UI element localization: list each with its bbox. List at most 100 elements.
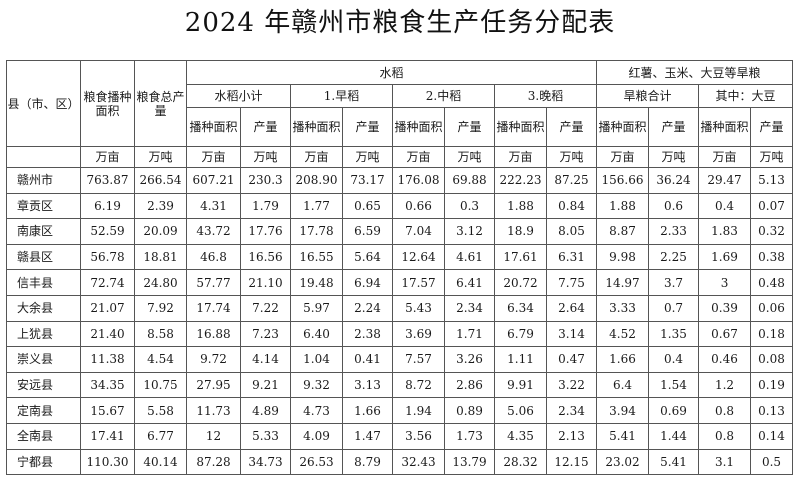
table-cell: 6.31: [545, 243, 598, 271]
table-cell: 57.77: [186, 269, 241, 296]
table-cell: 156.66: [596, 167, 650, 194]
table-cell: 13.79: [444, 448, 495, 476]
table-cell: 0.08: [750, 346, 794, 373]
table-cell: 4.52: [596, 320, 650, 348]
table-row: 信丰县 72.74 24.80 57.77 21.10 19.48 6.94 17.57 6.4…: [6, 269, 794, 296]
table-cell: 0.4: [698, 192, 752, 220]
table-row: 南康区 52.59 20.09 43.72 17.76 17.78 6.59 7.04 3.12…: [6, 218, 794, 245]
table-cell: 0.3: [444, 192, 495, 220]
table-cell: 21.10: [240, 269, 291, 296]
table-cell: 5.41: [596, 422, 650, 450]
table-cell: 8.72: [392, 371, 445, 399]
table-cell: 4.61: [444, 243, 495, 271]
header-output: 产量: [750, 107, 794, 147]
county-name: 章贡区: [6, 192, 81, 220]
table-cell: 6.94: [342, 269, 393, 296]
table-cell: 3.94: [596, 397, 650, 424]
table-cell: 1.94: [392, 397, 445, 424]
table-cell: 0.19: [750, 371, 794, 399]
table-cell: 1.79: [240, 192, 291, 220]
table-cell: 3.7: [648, 269, 700, 296]
table-cell: 29.47: [698, 167, 752, 194]
table-cell: 0.14: [750, 422, 794, 450]
table-cell: 11.73: [186, 397, 241, 424]
table-cell: 15.67: [80, 397, 135, 424]
table-cell: 2.34: [545, 397, 598, 424]
table-cell: 2.24: [342, 294, 393, 322]
header-sow-area: 播种面积: [290, 107, 343, 147]
table-cell: 8.87: [596, 218, 650, 245]
table-cell: 1.11: [494, 346, 547, 373]
table-cell: 8.58: [134, 320, 187, 348]
table-cell: 6.34: [494, 294, 547, 322]
unit-label: 万亩: [494, 146, 547, 168]
table-cell: 3.33: [596, 294, 650, 322]
table-cell: 87.25: [545, 167, 598, 194]
table-cell: 34.35: [80, 371, 135, 399]
table-cell: 0.38: [750, 243, 794, 271]
county-name: 安远县: [6, 371, 81, 399]
table-cell: 6.77: [134, 422, 187, 450]
header-late-rice: 3.晚稻: [493, 84, 598, 108]
table-cell: 0.06: [750, 294, 794, 322]
table-row: 章贡区 6.19 2.39 4.31 1.79 1.77 0.65 0.66 0.3 1.88 0.…: [6, 192, 794, 220]
table-cell: 0.48: [750, 269, 794, 296]
table-cell: 5.41: [648, 448, 700, 476]
table-cell: 16.56: [240, 243, 291, 271]
table-cell: 2.86: [444, 371, 495, 399]
table-cell: 1.2: [698, 371, 752, 399]
table-cell: 4.09: [290, 422, 343, 450]
table-cell: 4.54: [134, 346, 187, 373]
table-cell: 5.13: [750, 167, 794, 194]
table-cell: 1.83: [698, 218, 752, 245]
table-cell: 87.28: [186, 448, 241, 476]
header-sow-area: 播种面积: [494, 107, 547, 147]
table-cell: 19.48: [290, 269, 343, 296]
unit-label: 万吨: [342, 146, 393, 168]
table-cell: 1.35: [648, 320, 700, 348]
table-cell: 230.3: [240, 167, 291, 194]
header-middle-rice: 2.中稻: [392, 84, 495, 108]
table-cell: 20.72: [494, 269, 547, 296]
unit-label: 万吨: [134, 146, 187, 168]
table-cell: 1.47: [342, 422, 393, 450]
table-cell: 1.73: [444, 422, 495, 450]
table-cell: 17.74: [186, 294, 241, 322]
table-cell: 1.88: [494, 192, 547, 220]
unit-blank-cell: [6, 146, 81, 168]
table-cell: 2.38: [342, 320, 393, 348]
table-row: 大余县 21.07 7.92 17.74 7.22 5.97 2.24 5.43 2.34 6.3…: [6, 294, 794, 322]
table-cell: 17.57: [392, 269, 445, 296]
table-cell: 176.08: [392, 167, 445, 194]
table-cell: 12: [186, 422, 241, 450]
table-cell: 0.69: [648, 397, 700, 424]
table-cell: 110.30: [80, 448, 135, 476]
unit-label: 万亩: [698, 146, 752, 168]
table-cell: 0.18: [750, 320, 794, 348]
table-cell: 2.13: [545, 422, 598, 450]
table-cell: 7.22: [240, 294, 291, 322]
table-row: 崇义县 11.38 4.54 9.72 4.14 1.04 0.41 7.57 3.26 1.11…: [6, 346, 794, 373]
county-name: 上犹县: [6, 320, 81, 348]
table-cell: 0.89: [444, 397, 495, 424]
table-cell: 6.19: [80, 192, 135, 220]
table-cell: 3.69: [392, 320, 445, 348]
table-cell: 1.04: [290, 346, 343, 373]
table-cell: 40.14: [134, 448, 187, 476]
header-sow-area: 播种面积: [186, 107, 241, 147]
table-cell: 6.59: [342, 218, 393, 245]
county-name: 宁都县: [6, 448, 81, 476]
table-cell: 1.66: [342, 397, 393, 424]
table-cell: 12.64: [392, 243, 445, 271]
table-cell: 2.64: [545, 294, 598, 322]
table-cell: 3.14: [545, 320, 598, 348]
table-cell: 7.92: [134, 294, 187, 322]
unit-label: 万吨: [240, 146, 291, 168]
unit-label: 万吨: [444, 146, 495, 168]
table-cell: 222.23: [494, 167, 547, 194]
unit-label: 万吨: [545, 146, 598, 168]
header-soybean: 其中：大豆: [698, 84, 794, 108]
table-cell: 3.26: [444, 346, 495, 373]
header-sow-area: 播种面积: [698, 107, 752, 147]
table-cell: 6.40: [290, 320, 343, 348]
